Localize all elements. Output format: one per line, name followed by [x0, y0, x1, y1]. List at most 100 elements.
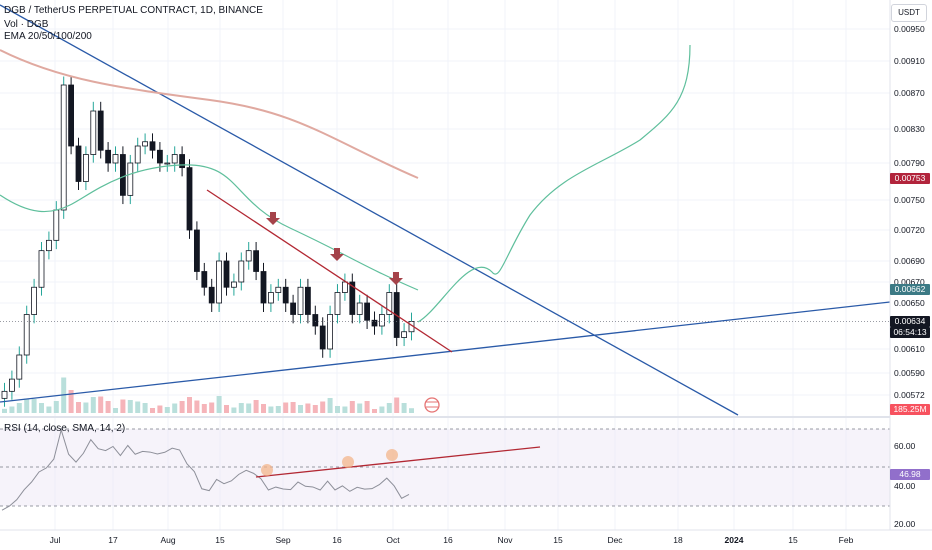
time-tick-label: 15	[215, 535, 225, 545]
volume-bar	[283, 402, 289, 413]
time-tick-label: 17	[108, 535, 118, 545]
candle-body	[8, 378, 15, 392]
volume-bar	[290, 402, 296, 413]
volume-bar	[364, 401, 370, 413]
volume-bar	[372, 409, 377, 413]
price-tick-label: 0.00790	[894, 158, 925, 168]
volume-bar	[312, 405, 318, 413]
time-tick-label: 16	[443, 535, 453, 545]
candle-body	[134, 145, 141, 164]
ema-200-line	[0, 49, 419, 179]
volume-bar	[246, 403, 252, 413]
volume-bar	[2, 408, 7, 413]
candlesticks	[1, 76, 415, 407]
candle-body	[349, 281, 356, 315]
volume-bar	[105, 401, 111, 413]
volume-bar	[201, 404, 207, 413]
volume-bar	[253, 400, 259, 413]
rsi-band	[0, 429, 890, 506]
candle-body	[23, 314, 30, 356]
volume-legend: Vol · DGB	[4, 19, 49, 30]
candle-body	[297, 286, 304, 315]
countdown-badge: 06:54:13	[890, 327, 930, 338]
volume-bar	[53, 401, 59, 413]
time-tick-label: Aug	[160, 535, 176, 545]
volume-bar	[39, 403, 44, 413]
candle-body	[60, 84, 67, 211]
volume-bar	[335, 406, 340, 413]
down-arrow-icon	[334, 248, 340, 254]
candle-body	[267, 292, 274, 304]
candle-body	[90, 110, 97, 155]
volume-bar	[298, 405, 303, 413]
candle-body	[327, 314, 334, 350]
currency-button[interactable]: USDT	[891, 4, 927, 22]
candle-body	[401, 331, 408, 338]
time-tick-label: 15	[553, 535, 563, 545]
rsi-value-badge: 46.98	[890, 469, 930, 480]
rsi-divergence-line	[255, 446, 541, 478]
candle-body	[334, 292, 341, 315]
candle-body	[282, 286, 289, 304]
down-arrow-icon	[389, 278, 403, 285]
candle-body	[201, 271, 208, 288]
price-tick-label: 0.00670	[894, 277, 925, 287]
price-tick-label: 0.00720	[894, 225, 925, 235]
volume-bar	[83, 402, 89, 413]
price-tick-label: 0.00950	[894, 24, 925, 34]
candle-body	[31, 286, 38, 315]
volume-bar	[238, 403, 244, 413]
candle-body	[53, 209, 60, 241]
candle-body	[105, 149, 111, 164]
volume-bar	[194, 400, 200, 413]
volume-bar	[231, 407, 237, 413]
candle-body	[364, 302, 371, 321]
candle-body	[97, 110, 104, 151]
time-tick-label: 15	[788, 535, 798, 545]
candle-body	[223, 260, 230, 288]
candle-body	[253, 250, 260, 272]
candle-body	[312, 314, 319, 327]
volume-bar	[90, 397, 96, 413]
volume-bar	[209, 402, 215, 413]
volume-bar	[187, 397, 192, 413]
rsi-peak-marker	[261, 464, 273, 476]
candle-body	[304, 286, 311, 315]
time-tick-label: Jul	[49, 535, 61, 545]
candle-body	[127, 162, 134, 196]
volume-bar	[46, 406, 52, 413]
candle-body	[164, 162, 171, 165]
candle-body	[216, 260, 223, 304]
rsi-tick-label: 60.00	[894, 441, 916, 451]
ema-price-badge: 0.00662	[890, 284, 930, 295]
candle-body	[1, 390, 8, 399]
candle-body	[245, 250, 252, 262]
volume-bar	[120, 399, 126, 413]
price-tick-label: 0.00870	[894, 88, 925, 98]
rsi-legend: RSI (14, close, SMA, 14, 2)	[4, 423, 126, 434]
event-flag-icon[interactable]	[424, 397, 440, 413]
candle-body	[38, 250, 45, 288]
volume-bar	[113, 408, 118, 413]
down-arrow-icon	[330, 254, 344, 261]
volume-bar	[379, 406, 385, 413]
volume-badge: 185.25M	[890, 404, 930, 415]
volume-bar	[142, 403, 148, 413]
volume-bar	[164, 407, 170, 413]
candle-body	[290, 302, 297, 315]
last-price-badge: 0.00634	[890, 316, 930, 327]
candle-body	[378, 314, 385, 327]
volume-bar	[409, 408, 414, 413]
volume-bar	[401, 403, 407, 413]
candle-body	[75, 145, 82, 182]
candle-body	[386, 292, 393, 315]
candle-body	[371, 319, 378, 327]
candle-body	[230, 281, 237, 288]
price-tick-label: 0.00610	[894, 344, 925, 354]
time-tick-label: Feb	[838, 535, 854, 545]
volume-bar	[16, 403, 22, 413]
volume-bar	[224, 405, 229, 413]
volume-bar	[261, 404, 266, 413]
rsi-line	[1, 428, 410, 511]
